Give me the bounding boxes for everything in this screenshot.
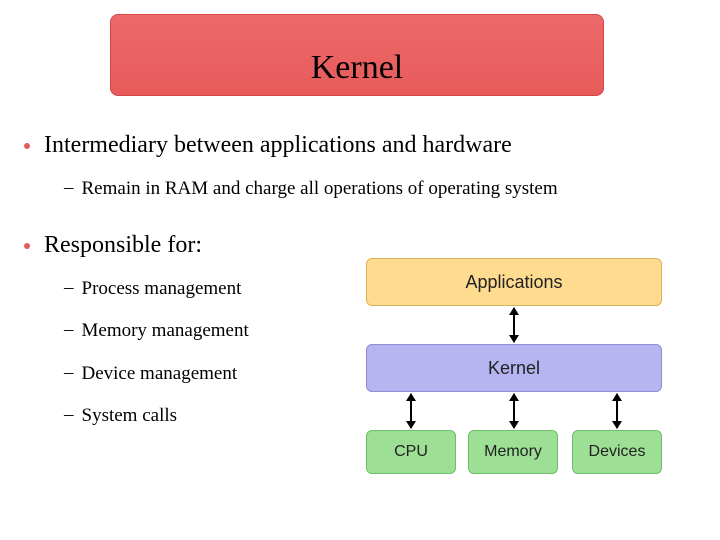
slide-title: Kernel <box>311 49 404 87</box>
dash-icon: – <box>64 360 74 386</box>
arrow-kernel-devices-icon <box>616 394 618 428</box>
memory-label: Memory <box>484 443 542 461</box>
bullet-intermediary: Intermediary between applications and ha… <box>24 130 696 161</box>
applications-box: Applications <box>366 258 662 306</box>
subbullet-text: System calls <box>82 402 312 431</box>
subbullet-ram: – Remain in RAM and charge all operation… <box>64 175 696 204</box>
bullet-dot-icon <box>24 143 30 149</box>
bullet-text: Intermediary between applications and ha… <box>44 130 512 161</box>
bullet-text: Responsible for: <box>44 230 202 261</box>
subbullet-text: Remain in RAM and charge all operations … <box>82 175 688 204</box>
applications-label: Applications <box>465 272 562 293</box>
subbullet-text: Memory management <box>82 317 312 346</box>
title-bar: Kernel <box>110 14 604 96</box>
arrow-kernel-cpu-icon <box>410 394 412 428</box>
dash-icon: – <box>64 275 74 301</box>
subbullet-text: Device management <box>82 360 312 389</box>
bullet-dot-icon <box>24 243 30 249</box>
cpu-box: CPU <box>366 430 456 474</box>
arrow-apps-kernel-icon <box>513 308 515 342</box>
subbullet-text: Process management <box>82 275 312 304</box>
devices-label: Devices <box>589 443 646 461</box>
kernel-diagram: Applications Kernel CPU Memory Devices <box>334 254 694 484</box>
devices-box: Devices <box>572 430 662 474</box>
kernel-label: Kernel <box>488 358 540 379</box>
memory-box: Memory <box>468 430 558 474</box>
cpu-label: CPU <box>394 443 428 461</box>
dash-icon: – <box>64 317 74 343</box>
dash-icon: – <box>64 175 74 201</box>
dash-icon: – <box>64 402 74 428</box>
kernel-box: Kernel <box>366 344 662 392</box>
arrow-kernel-memory-icon <box>513 394 515 428</box>
